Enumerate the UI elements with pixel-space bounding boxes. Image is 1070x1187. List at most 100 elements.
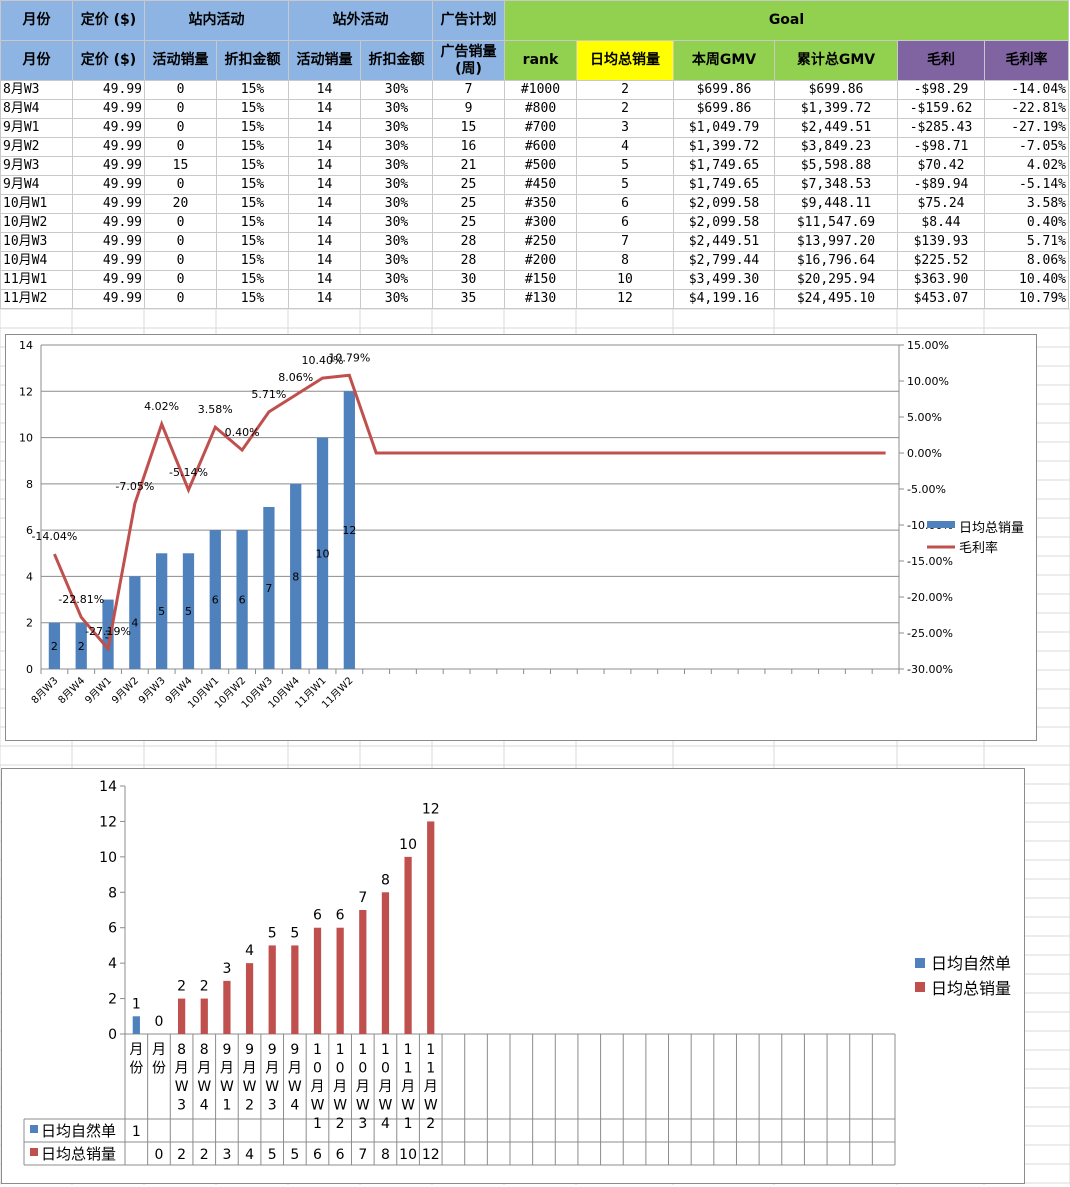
table-cell[interactable]: 30% bbox=[360, 175, 433, 195]
table-cell[interactable]: 15% bbox=[216, 232, 289, 252]
table-cell[interactable]: $2,099.58 bbox=[673, 194, 775, 214]
table-cell[interactable]: 9月W2 bbox=[0, 137, 73, 157]
table-cell[interactable]: 28 bbox=[432, 251, 505, 271]
table-cell[interactable]: $2,799.44 bbox=[673, 251, 775, 271]
table-cell[interactable]: 30 bbox=[432, 270, 505, 290]
table-cell[interactable]: 5.71% bbox=[984, 232, 1069, 252]
table-cell[interactable]: 0 bbox=[144, 232, 217, 252]
table-cell[interactable]: 9月W3 bbox=[0, 156, 73, 176]
table-cell[interactable]: #350 bbox=[504, 194, 577, 214]
table-cell[interactable]: -7.05% bbox=[984, 137, 1069, 157]
table-cell[interactable]: #300 bbox=[504, 213, 577, 233]
table-cell[interactable]: 0 bbox=[144, 251, 217, 271]
table-cell[interactable]: -27.19% bbox=[984, 118, 1069, 138]
table-cell[interactable]: 30% bbox=[360, 270, 433, 290]
table-cell[interactable]: 6 bbox=[576, 194, 674, 214]
table-cell[interactable]: 25 bbox=[432, 213, 505, 233]
table-cell[interactable]: 10.40% bbox=[984, 270, 1069, 290]
table-cell[interactable]: #250 bbox=[504, 232, 577, 252]
table-cell[interactable]: $2,099.58 bbox=[673, 213, 775, 233]
table-cell[interactable]: #500 bbox=[504, 156, 577, 176]
table-cell[interactable]: $70.42 bbox=[897, 156, 985, 176]
table-cell[interactable]: $1,399.72 bbox=[673, 137, 775, 157]
table-cell[interactable]: 7 bbox=[432, 80, 505, 100]
table-cell[interactable]: $11,547.69 bbox=[774, 213, 898, 233]
header2-cumulative-gmv[interactable]: 累计总GMV bbox=[774, 40, 898, 81]
header2-ad-sales[interactable]: 广告销量(周) bbox=[432, 40, 505, 81]
table-cell[interactable]: 25 bbox=[432, 194, 505, 214]
table-cell[interactable]: -22.81% bbox=[984, 99, 1069, 119]
table-cell[interactable]: $9,448.11 bbox=[774, 194, 898, 214]
table-cell[interactable]: 15% bbox=[216, 289, 289, 309]
table-cell[interactable]: 0 bbox=[144, 175, 217, 195]
table-cell[interactable]: 21 bbox=[432, 156, 505, 176]
table-cell[interactable]: 49.99 bbox=[72, 289, 145, 309]
table-cell[interactable]: 28 bbox=[432, 232, 505, 252]
table-cell[interactable]: 49.99 bbox=[72, 80, 145, 100]
table-cell[interactable]: $3,499.30 bbox=[673, 270, 775, 290]
table-cell[interactable]: 15% bbox=[216, 213, 289, 233]
table-cell[interactable]: $363.90 bbox=[897, 270, 985, 290]
table-cell[interactable]: 4.02% bbox=[984, 156, 1069, 176]
table-cell[interactable]: 3 bbox=[576, 118, 674, 138]
table-cell[interactable]: 49.99 bbox=[72, 156, 145, 176]
table-cell[interactable]: 30% bbox=[360, 99, 433, 119]
table-cell[interactable]: 0 bbox=[144, 289, 217, 309]
table-cell[interactable]: 15% bbox=[216, 80, 289, 100]
table-cell[interactable]: $4,199.16 bbox=[673, 289, 775, 309]
table-cell[interactable]: 0 bbox=[144, 213, 217, 233]
table-cell[interactable]: 49.99 bbox=[72, 118, 145, 138]
table-cell[interactable]: 0 bbox=[144, 137, 217, 157]
table-cell[interactable]: 9月W4 bbox=[0, 175, 73, 195]
table-cell[interactable]: 49.99 bbox=[72, 99, 145, 119]
table-cell[interactable]: 8月W4 bbox=[0, 99, 73, 119]
table-cell[interactable]: 8 bbox=[576, 251, 674, 271]
table-cell[interactable]: 15% bbox=[216, 118, 289, 138]
header-offsite-activity[interactable]: 站外活动 bbox=[288, 0, 433, 41]
header2-daily-total-sales[interactable]: 日均总销量 bbox=[576, 40, 674, 81]
table-cell[interactable]: $699.86 bbox=[673, 80, 775, 100]
table-cell[interactable]: 6 bbox=[576, 213, 674, 233]
table-cell[interactable]: 49.99 bbox=[72, 194, 145, 214]
table-cell[interactable]: 14 bbox=[288, 137, 361, 157]
table-cell[interactable]: 15% bbox=[216, 175, 289, 195]
bar-chart-with-table[interactable]: 0 2 4 6 8 10 12 14 1 0 2 2 3 4 5 5 6 6 7 8 10 12 月份 月份 8 月 W 3 8 月 W 4 9… bbox=[1, 768, 1025, 1184]
table-cell[interactable]: -$159.62 bbox=[897, 99, 985, 119]
table-cell[interactable]: 10月W4 bbox=[0, 251, 73, 271]
table-cell[interactable]: $3,849.23 bbox=[774, 137, 898, 157]
header2-offsite-sales[interactable]: 活动销量 bbox=[288, 40, 361, 81]
table-cell[interactable]: 4 bbox=[576, 137, 674, 157]
table-cell[interactable]: 15% bbox=[216, 137, 289, 157]
table-cell[interactable]: $1,749.65 bbox=[673, 156, 775, 176]
table-cell[interactable]: #700 bbox=[504, 118, 577, 138]
header2-gross-margin[interactable]: 毛利率 bbox=[984, 40, 1069, 81]
table-cell[interactable]: 10月W2 bbox=[0, 213, 73, 233]
table-cell[interactable]: 35 bbox=[432, 289, 505, 309]
table-cell[interactable]: $1,399.72 bbox=[774, 99, 898, 119]
table-cell[interactable]: $1,049.79 bbox=[673, 118, 775, 138]
table-cell[interactable]: 30% bbox=[360, 289, 433, 309]
table-cell[interactable]: 14 bbox=[288, 270, 361, 290]
table-cell[interactable]: 12 bbox=[576, 289, 674, 309]
table-cell[interactable]: 49.99 bbox=[72, 137, 145, 157]
table-cell[interactable]: $7,348.53 bbox=[774, 175, 898, 195]
table-cell[interactable]: 2 bbox=[576, 99, 674, 119]
table-cell[interactable]: -$98.29 bbox=[897, 80, 985, 100]
table-cell[interactable]: 30% bbox=[360, 251, 433, 271]
table-cell[interactable]: 3.58% bbox=[984, 194, 1069, 214]
table-cell[interactable]: $1,749.65 bbox=[673, 175, 775, 195]
table-cell[interactable]: 0 bbox=[144, 270, 217, 290]
header-month[interactable]: 月份 bbox=[0, 0, 73, 41]
table-cell[interactable]: 7 bbox=[576, 232, 674, 252]
table-cell[interactable]: $453.07 bbox=[897, 289, 985, 309]
table-cell[interactable]: 49.99 bbox=[72, 213, 145, 233]
table-cell[interactable]: 20 bbox=[144, 194, 217, 214]
header-goal[interactable]: Goal bbox=[504, 0, 1069, 41]
header2-onsite-discount[interactable]: 折扣金额 bbox=[216, 40, 289, 81]
table-cell[interactable]: 5 bbox=[576, 175, 674, 195]
table-cell[interactable]: 30% bbox=[360, 232, 433, 252]
table-cell[interactable]: 16 bbox=[432, 137, 505, 157]
table-cell[interactable]: 9 bbox=[432, 99, 505, 119]
table-cell[interactable]: 15 bbox=[144, 156, 217, 176]
header2-gross-profit[interactable]: 毛利 bbox=[897, 40, 985, 81]
